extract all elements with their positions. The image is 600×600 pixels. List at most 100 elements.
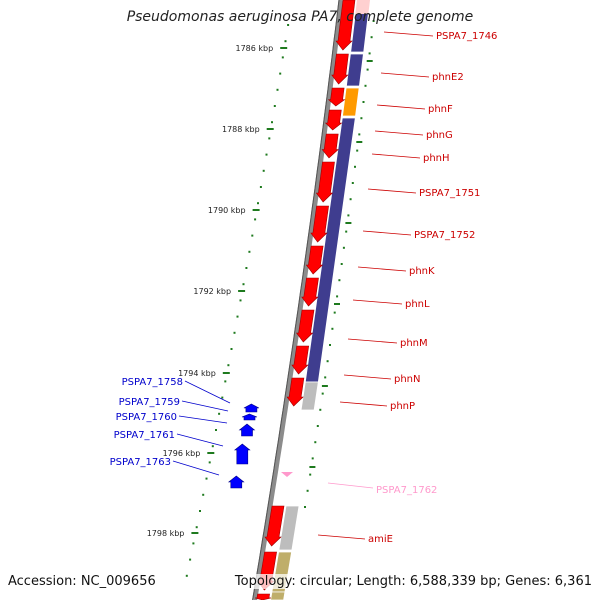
scale-tick-minor <box>192 542 195 545</box>
outer-tick-minor <box>366 68 369 71</box>
cog-track-segment <box>270 591 286 600</box>
scale-tick-minor <box>279 72 282 75</box>
gene-label-leader <box>357 266 407 272</box>
gene-label-leader <box>317 534 366 540</box>
reverse-gene-label[interactable]: PSPA7_1759 <box>119 397 180 408</box>
outer-tick-major <box>345 222 352 224</box>
scale-tick-minor <box>202 493 205 496</box>
gene-label-leader <box>380 72 430 78</box>
forward-gene-label[interactable]: phnL <box>405 299 430 310</box>
forward-gene-label[interactable]: PSPA7_1746 <box>436 31 497 42</box>
reverse-gene-arrow[interactable] <box>227 475 245 489</box>
forward-gene-label[interactable]: phnF <box>428 104 453 115</box>
forward-gene-arrow[interactable] <box>335 0 356 51</box>
scale-tick-minor <box>284 40 287 43</box>
reverse-gene-arrow[interactable] <box>238 423 256 437</box>
forward-gene-label[interactable]: PSPA7_1752 <box>414 230 475 241</box>
forward-gene-arrow[interactable] <box>321 133 339 159</box>
gene-label-leader <box>184 380 231 404</box>
scale-tick-major <box>222 372 230 374</box>
forward-gene-label[interactable]: PSPA7_1751 <box>419 188 480 199</box>
outer-tick-minor <box>304 506 306 508</box>
scale-tick-minor <box>287 24 290 26</box>
cog-track-segment <box>300 381 319 411</box>
scale-tick-minor <box>224 380 227 383</box>
outer-tick-major <box>334 303 340 305</box>
gene-label-leader <box>172 460 220 476</box>
outer-tick-minor <box>360 117 363 120</box>
forward-gene-arrow[interactable] <box>301 277 319 307</box>
forward-gene-arrow[interactable] <box>324 109 343 131</box>
outer-tick-minor <box>338 279 341 282</box>
forward-gene-label[interactable]: phnG <box>426 130 453 141</box>
scale-tick-minor <box>218 412 221 415</box>
pseudo-gene-label[interactable]: PSPA7_1762 <box>376 485 437 496</box>
outer-tick-minor <box>314 441 317 444</box>
outer-tick-major <box>366 60 373 62</box>
scale-tick-minor <box>227 364 230 367</box>
gene-label-leader <box>343 374 392 380</box>
forward-gene-label[interactable]: phnH <box>423 153 450 164</box>
forward-gene-label[interactable]: phnE2 <box>432 72 464 83</box>
reverse-gene-label[interactable]: PSPA7_1758 <box>122 377 183 388</box>
scale-label: 1798 kbp <box>147 529 185 538</box>
scale-label: 1796 kbp <box>163 449 201 458</box>
scale-label: 1788 kbp <box>222 125 260 134</box>
forward-gene-arrow[interactable] <box>254 593 272 600</box>
reverse-gene-arrow[interactable] <box>243 403 260 413</box>
outer-tick-minor <box>331 327 334 330</box>
pseudo-gene-arrow[interactable] <box>281 472 293 477</box>
forward-gene-label[interactable]: phnP <box>390 401 415 412</box>
forward-gene-arrow[interactable] <box>286 377 305 407</box>
forward-gene-label[interactable]: phnM <box>400 338 428 349</box>
scale-tick-minor <box>230 348 233 350</box>
forward-gene-label[interactable]: amiE <box>368 534 393 545</box>
outer-tick-minor <box>342 246 345 249</box>
scale-tick-minor <box>251 234 254 237</box>
gene-label-leader <box>176 433 224 447</box>
outer-tick-minor <box>333 311 336 314</box>
reverse-gene-arrow[interactable] <box>241 413 258 421</box>
forward-gene-arrow[interactable] <box>296 309 315 343</box>
gene-label-leader <box>352 299 403 305</box>
outer-tick-minor <box>324 376 327 379</box>
gene-label-leader <box>181 400 229 412</box>
scale-tick-major <box>207 452 215 454</box>
forward-gene-arrow[interactable] <box>310 205 329 243</box>
gene-label-leader <box>367 188 417 194</box>
forward-gene-arrow[interactable] <box>331 53 349 85</box>
scale-tick-minor <box>208 461 211 464</box>
accession-text: Accession: NC_009656 <box>6 574 158 589</box>
forward-gene-arrow[interactable] <box>305 245 324 275</box>
gene-label-leader <box>347 338 398 344</box>
outer-tick-minor <box>354 165 356 168</box>
reverse-gene-label[interactable]: PSPA7_1763 <box>110 457 171 468</box>
scale-tick-minor <box>257 202 259 205</box>
genome-backbone-edge <box>252 0 340 600</box>
outer-tick-minor <box>372 20 375 22</box>
outer-tick-major <box>309 466 316 468</box>
forward-gene-label[interactable]: phnK <box>409 266 435 277</box>
scale-tick-minor <box>215 429 217 431</box>
forward-gene-label[interactable]: phnN <box>394 374 421 385</box>
scale-tick-minor <box>248 250 251 253</box>
scale-label: 1792 kbp <box>193 287 231 296</box>
reverse-gene-label[interactable]: PSPA7_1760 <box>116 412 177 423</box>
scale-label: 1790 kbp <box>208 206 246 215</box>
gene-label-leader <box>178 415 228 424</box>
scale-tick-minor <box>254 218 257 221</box>
outer-tick-major <box>356 141 363 143</box>
forward-gene-arrow[interactable] <box>264 505 285 547</box>
forward-gene-arrow[interactable] <box>291 345 310 375</box>
scale-tick-minor <box>195 526 198 529</box>
outer-tick-minor <box>351 182 354 184</box>
outer-tick-minor <box>358 133 361 136</box>
outer-tick-minor <box>321 392 324 395</box>
forward-gene-arrow[interactable] <box>327 87 346 107</box>
reverse-gene-arrow[interactable] <box>233 443 251 465</box>
forward-gene-arrow[interactable] <box>315 161 335 203</box>
outer-tick-minor <box>340 263 343 265</box>
reverse-gene-label[interactable]: PSPA7_1761 <box>114 430 175 441</box>
outer-tick-minor <box>311 457 314 460</box>
